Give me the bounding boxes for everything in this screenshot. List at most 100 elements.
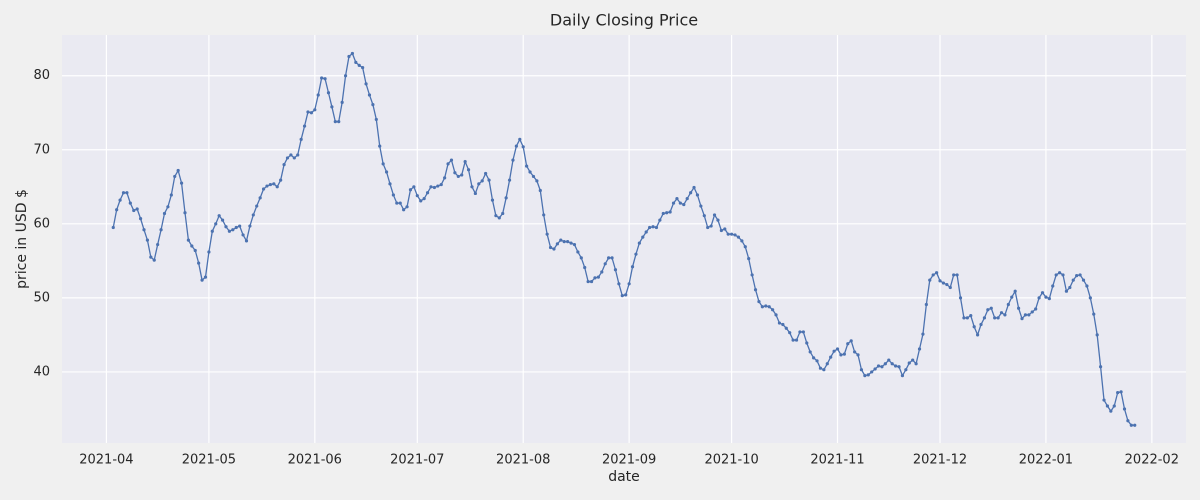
price-marker <box>979 322 983 327</box>
price-marker <box>214 222 218 226</box>
price-marker <box>381 162 385 166</box>
price-marker <box>938 279 942 283</box>
price-marker <box>931 273 935 277</box>
price-marker <box>1037 296 1041 300</box>
price-marker <box>374 117 378 122</box>
plot-area <box>62 35 1186 443</box>
price-marker <box>753 288 758 292</box>
price-marker <box>337 120 341 124</box>
price-marker <box>760 305 764 309</box>
price-marker <box>952 273 956 277</box>
price-marker <box>210 229 214 233</box>
price-marker <box>617 282 621 286</box>
price-marker <box>429 185 433 189</box>
price-marker <box>743 245 747 249</box>
price-marker <box>1040 291 1045 295</box>
price-marker <box>750 273 754 277</box>
price-marker <box>846 342 850 346</box>
price-marker <box>132 208 136 213</box>
price-marker <box>562 239 566 244</box>
price-marker <box>514 144 518 148</box>
price-marker <box>808 350 812 354</box>
price-marker <box>367 93 372 97</box>
price-marker <box>771 308 775 312</box>
price-marker <box>1064 289 1069 293</box>
price-marker <box>607 256 611 260</box>
price-marker <box>251 213 255 217</box>
price-marker <box>682 202 686 207</box>
x-tick-label: 2021-05 <box>182 453 236 468</box>
price-marker <box>279 178 283 182</box>
price-marker <box>907 361 911 365</box>
price-marker <box>292 156 296 160</box>
price-marker <box>719 228 723 233</box>
price-marker <box>962 316 966 320</box>
x-tick-label: 2021-12 <box>913 453 967 468</box>
price-marker <box>248 224 252 228</box>
price-marker <box>726 232 730 236</box>
price-marker <box>555 242 559 246</box>
price-marker <box>456 174 460 179</box>
x-tick-label: 2021-10 <box>704 453 758 468</box>
price-marker <box>709 224 713 228</box>
price-marker <box>173 174 177 179</box>
price-marker <box>535 179 539 183</box>
price-marker <box>234 225 238 230</box>
price-marker <box>1016 306 1021 310</box>
price-marker <box>1116 391 1120 395</box>
price-marker <box>320 76 324 80</box>
price-marker <box>689 191 693 195</box>
price-marker <box>658 218 662 222</box>
price-marker <box>115 208 119 212</box>
price-marker <box>255 204 259 208</box>
x-tick-label: 2022-01 <box>1019 453 1073 468</box>
price-marker <box>1010 295 1014 299</box>
price-marker <box>883 362 887 366</box>
price-marker <box>935 271 939 275</box>
price-marker <box>603 262 607 266</box>
price-marker <box>1047 297 1051 301</box>
price-marker <box>361 65 365 70</box>
price-marker <box>1102 398 1106 402</box>
price-marker <box>470 185 474 189</box>
price-marker <box>849 339 853 343</box>
price-marker <box>613 268 618 272</box>
price-marker <box>1020 317 1024 321</box>
price-marker <box>231 228 235 232</box>
price-marker <box>354 60 358 64</box>
price-marker <box>193 248 197 253</box>
price-marker <box>654 225 659 230</box>
price-marker <box>982 316 987 320</box>
price-marker <box>125 191 129 195</box>
price-marker <box>975 333 980 337</box>
price-marker <box>398 201 402 205</box>
price-marker <box>685 197 689 201</box>
price-marker <box>552 247 556 251</box>
y-tick-label: 70 <box>33 142 50 157</box>
price-marker <box>569 241 573 245</box>
price-marker <box>894 364 898 368</box>
price-marker <box>822 368 826 372</box>
price-marker <box>504 196 508 200</box>
price-marker <box>197 261 201 265</box>
price-marker <box>583 265 587 270</box>
price-marker <box>302 124 307 128</box>
price-marker <box>538 188 542 193</box>
price-marker <box>176 168 180 173</box>
price-marker <box>443 176 447 180</box>
price-marker <box>559 238 563 242</box>
price-marker <box>948 285 952 290</box>
price-marker <box>648 225 652 230</box>
price-marker <box>897 365 901 369</box>
price-marker <box>186 238 191 242</box>
price-marker <box>641 235 645 239</box>
price-marker <box>521 145 525 149</box>
price-marker <box>610 256 614 260</box>
price-marker <box>880 365 884 369</box>
price-marker <box>432 185 436 190</box>
price-marker <box>589 279 594 284</box>
price-marker <box>207 250 211 254</box>
price-marker <box>490 198 495 202</box>
price-marker <box>866 373 870 377</box>
